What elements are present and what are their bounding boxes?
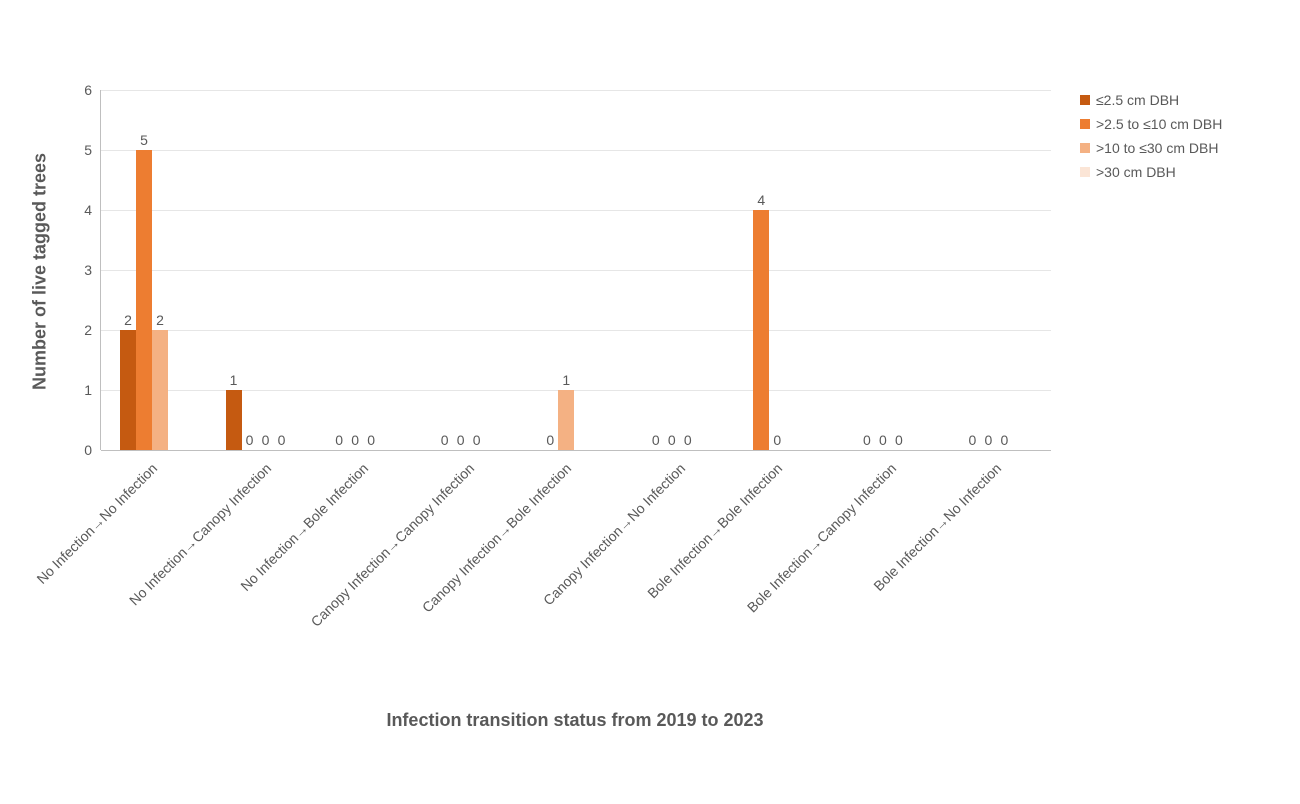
bar-value-label: 2 bbox=[148, 312, 172, 328]
x-tick-label: Bole Infection→Canopy Infection bbox=[676, 460, 899, 683]
bar-value-label: 0 bbox=[765, 432, 789, 448]
y-tick-label: 3 bbox=[52, 262, 92, 278]
bar-value-label: 0 bbox=[359, 432, 383, 448]
y-tick-label: 0 bbox=[52, 442, 92, 458]
bar-value-label: 0 bbox=[676, 432, 700, 448]
legend-swatch bbox=[1080, 167, 1090, 177]
bar bbox=[753, 210, 769, 450]
x-tick-label: Canopy Infection→Bole Infection bbox=[351, 460, 574, 683]
legend-swatch bbox=[1080, 119, 1090, 129]
legend-item: >2.5 to ≤10 cm DBH bbox=[1080, 116, 1222, 132]
bar-value-label: 0 bbox=[887, 432, 911, 448]
bar-value-label: 5 bbox=[132, 132, 156, 148]
x-tick-label: No Infection→Canopy Infection bbox=[50, 460, 273, 683]
gridline bbox=[101, 330, 1051, 331]
gridline bbox=[101, 90, 1051, 91]
y-tick-label: 4 bbox=[52, 202, 92, 218]
gridline bbox=[101, 450, 1051, 451]
bar bbox=[120, 330, 136, 450]
y-tick-label: 6 bbox=[52, 82, 92, 98]
x-tick-label: Canopy Infection→Canopy Infection bbox=[254, 460, 477, 683]
y-tick-label: 2 bbox=[52, 322, 92, 338]
x-tick-label: Bole Infection→Bole Infection bbox=[562, 460, 785, 683]
gridline bbox=[101, 270, 1051, 271]
legend-swatch bbox=[1080, 143, 1090, 153]
legend-item: >10 to ≤30 cm DBH bbox=[1080, 140, 1222, 156]
bar-value-label: 0 bbox=[465, 432, 489, 448]
y-tick-label: 5 bbox=[52, 142, 92, 158]
legend-label: ≤2.5 cm DBH bbox=[1096, 92, 1179, 108]
bar-value-label: 1 bbox=[554, 372, 578, 388]
x-tick-label: No Infection→Bole Infection bbox=[148, 460, 371, 683]
legend-item: ≤2.5 cm DBH bbox=[1080, 92, 1222, 108]
x-tick-label: Bole Infection→No Infection bbox=[781, 460, 1004, 683]
bar bbox=[136, 150, 152, 450]
legend-item: >30 cm DBH bbox=[1080, 164, 1222, 180]
legend-label: >2.5 to ≤10 cm DBH bbox=[1096, 116, 1222, 132]
x-axis-title: Infection transition status from 2019 to… bbox=[100, 710, 1050, 731]
y-tick-label: 1 bbox=[52, 382, 92, 398]
bar-chart: 25210000000000100040000000 Number of liv… bbox=[0, 0, 1300, 804]
gridline bbox=[101, 150, 1051, 151]
legend-label: >30 cm DBH bbox=[1096, 164, 1176, 180]
legend: ≤2.5 cm DBH >2.5 to ≤10 cm DBH >10 to ≤30 … bbox=[1080, 92, 1222, 188]
bar-value-label: 0 bbox=[992, 432, 1016, 448]
bar bbox=[558, 390, 574, 450]
x-tick-label: Canopy Infection→No Infection bbox=[465, 460, 688, 683]
bar-value-label: 4 bbox=[749, 192, 773, 208]
gridline bbox=[101, 210, 1051, 211]
plot-area: 25210000000000100040000000 bbox=[100, 90, 1051, 450]
gridline bbox=[101, 390, 1051, 391]
y-axis-title: Number of live tagged trees bbox=[30, 92, 51, 452]
bar bbox=[152, 330, 168, 450]
bar-value-label: 1 bbox=[222, 372, 246, 388]
legend-swatch bbox=[1080, 95, 1090, 105]
bar-value-label: 0 bbox=[270, 432, 294, 448]
legend-label: >10 to ≤30 cm DBH bbox=[1096, 140, 1218, 156]
